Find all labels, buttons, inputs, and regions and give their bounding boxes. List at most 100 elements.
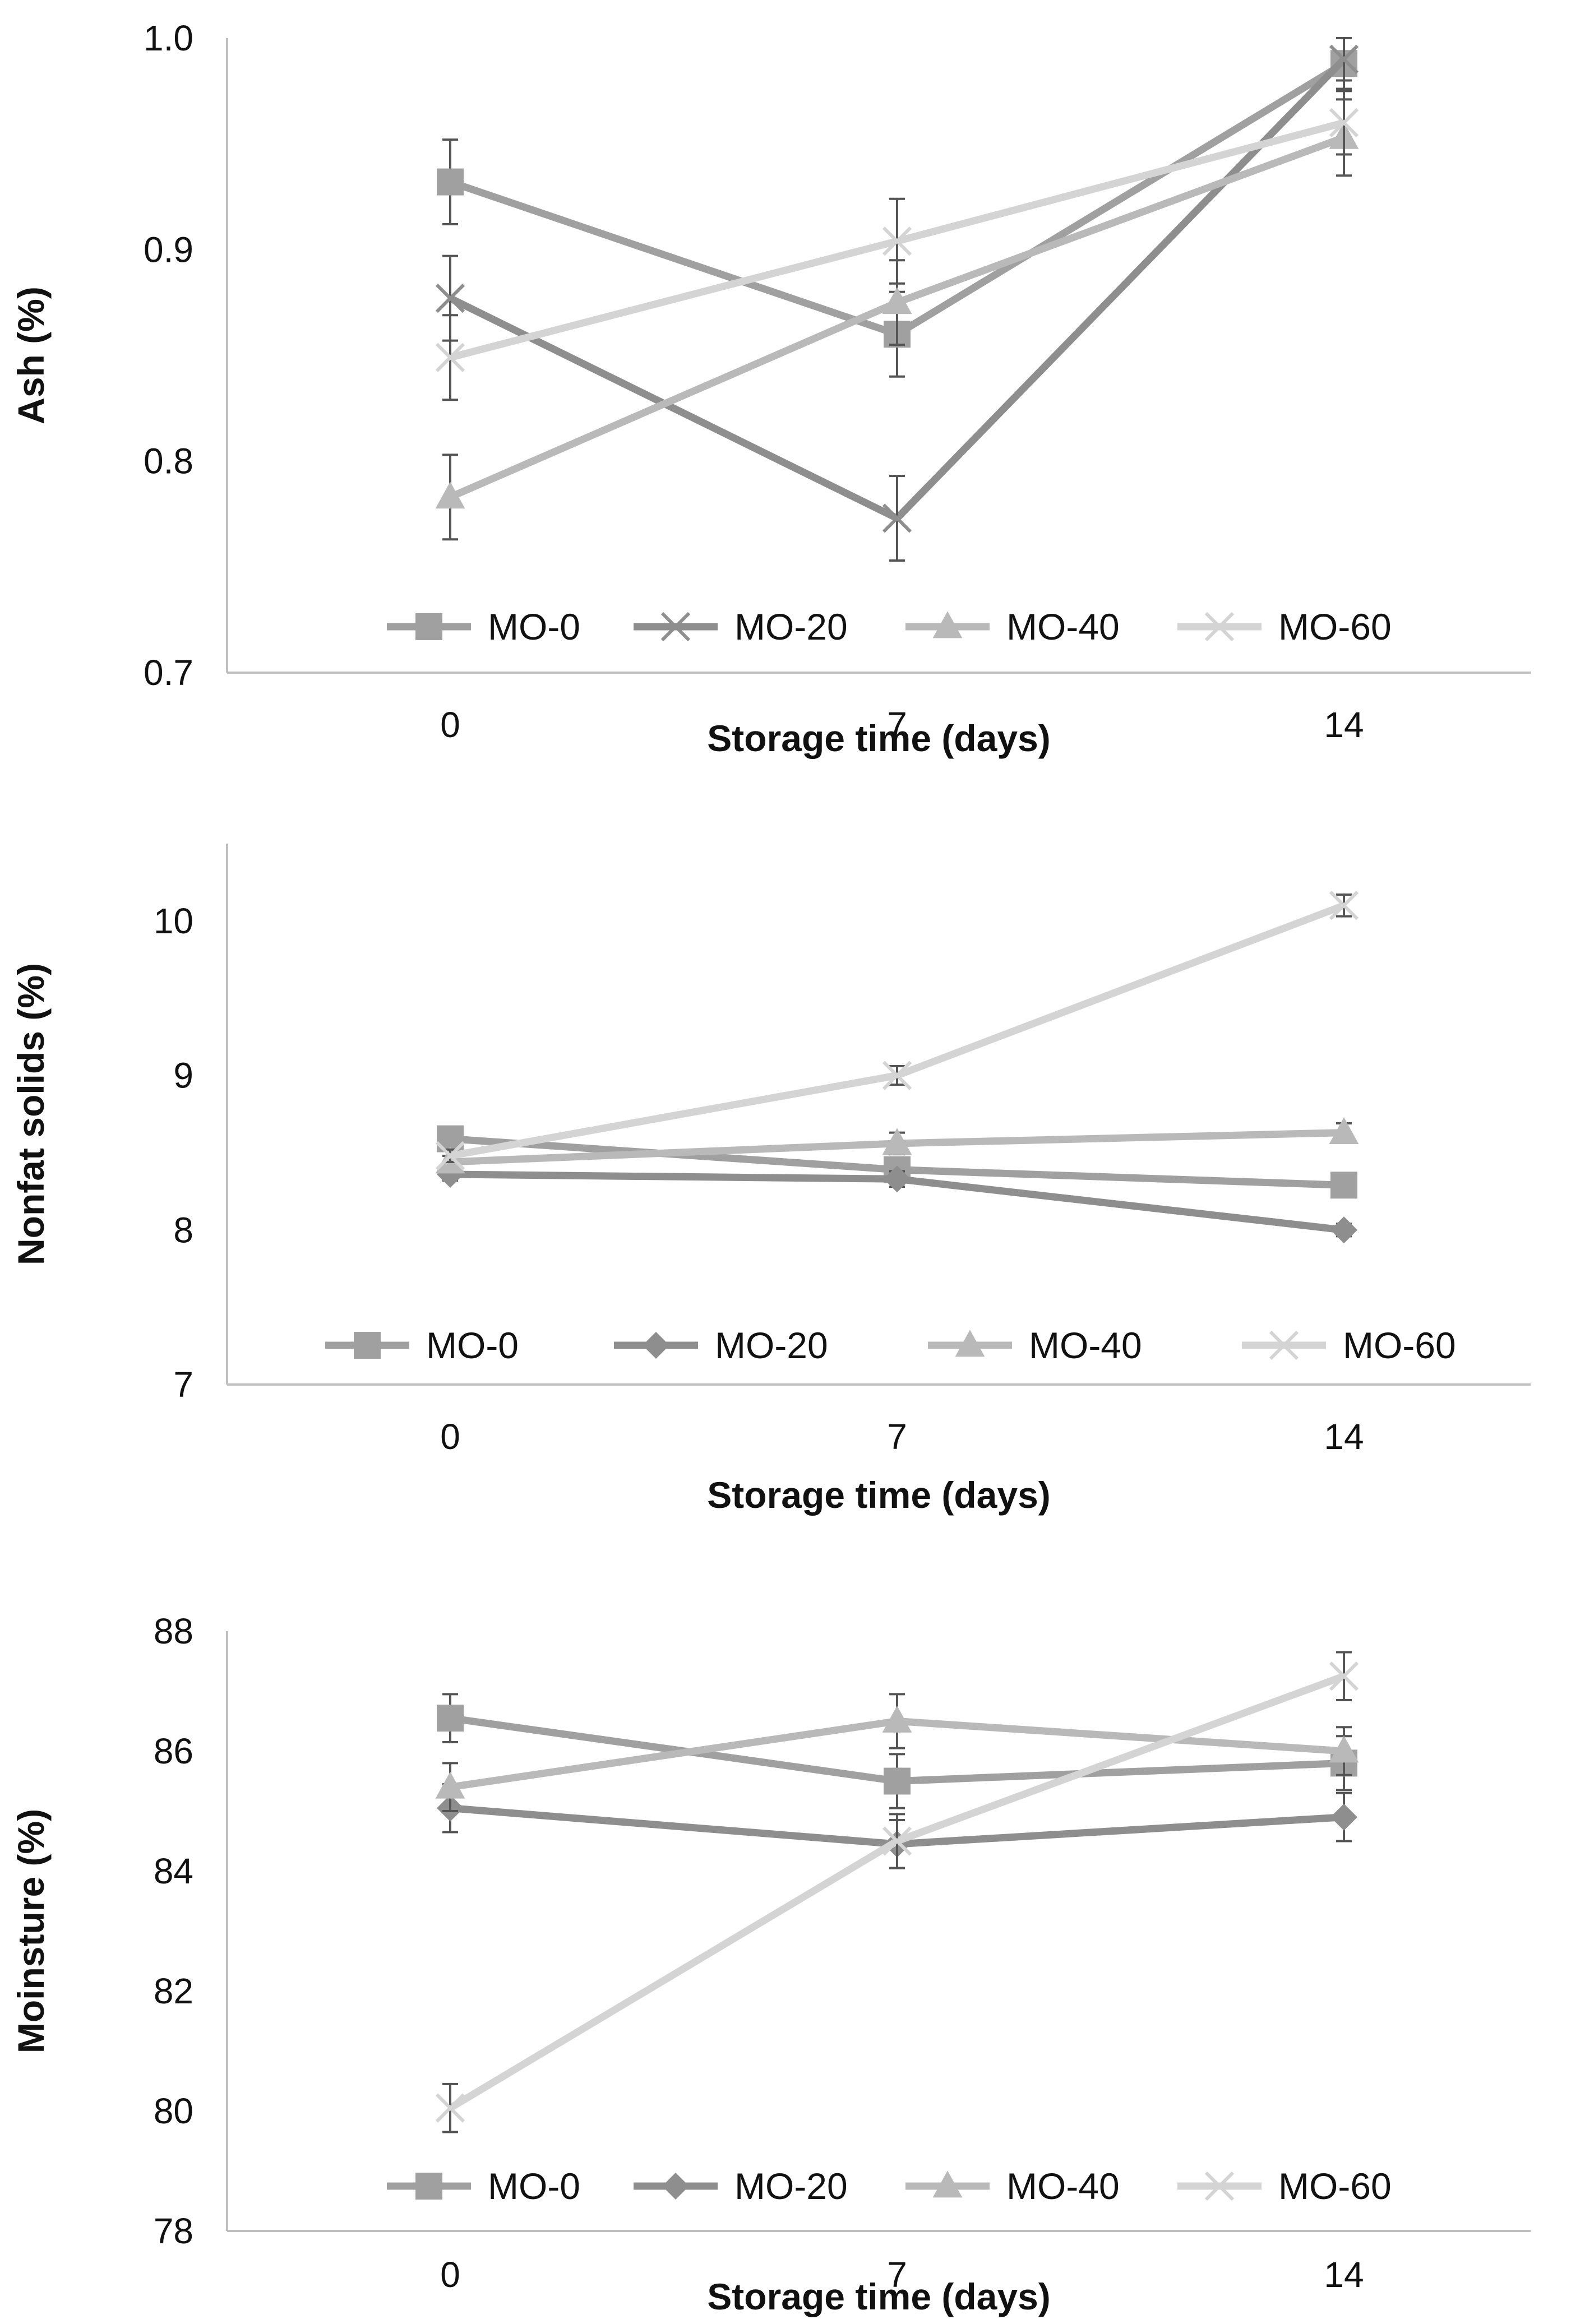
x-tick-label: 7 — [887, 705, 907, 745]
legend-label: MO-0 — [488, 606, 580, 647]
legend-marker — [643, 1332, 669, 1359]
chart-2: 7 8 9 10 0 7 14 Storage time (days) Nonfat solid… — [10, 844, 1531, 1516]
legend-marker — [660, 612, 691, 642]
legend-entry: MO-40 — [905, 2165, 1120, 2207]
legend-marker — [662, 2173, 689, 2200]
y-tick-label: 9 — [173, 1055, 193, 1096]
x-tick-label: 0 — [440, 705, 460, 745]
series-mo-40 — [435, 98, 1359, 541]
data-point — [882, 1128, 912, 1155]
data-point — [1330, 1172, 1357, 1199]
chart-3: 78 80 82 84 86 88 0 7 14 Storage time (days) Moins… — [10, 1611, 1531, 2317]
legend-entry: MO-0 — [325, 1325, 519, 1366]
data-point — [1329, 891, 1359, 920]
legend-marker — [354, 1332, 381, 1359]
data-point — [1329, 44, 1359, 74]
x-tick-label: 14 — [1324, 2254, 1364, 2295]
y-tick-label: 0.9 — [144, 229, 193, 270]
data-point — [884, 1165, 911, 1193]
legend-entry: MO-60 — [1177, 2165, 1392, 2207]
data-point — [435, 283, 465, 313]
data-point — [882, 503, 912, 533]
y-axis-title: Moinsture (%) — [10, 1809, 52, 2053]
data-point — [435, 1771, 465, 1799]
y-tick-label: 0.7 — [144, 652, 193, 693]
data-point — [882, 1061, 912, 1090]
x-axis-title: Storage time (days) — [707, 2276, 1051, 2317]
legend-label: MO-40 — [1006, 606, 1120, 647]
y-tick-label: 82 — [154, 1971, 193, 2011]
x-tick-label: 14 — [1324, 1416, 1364, 1457]
legend-label: MO-60 — [1278, 606, 1392, 647]
x-axis-title: Storage time (days) — [707, 1474, 1051, 1516]
y-tick-label: 88 — [154, 1611, 193, 1651]
legend-entry: MO-20 — [634, 606, 848, 647]
series-mo-20 — [437, 1161, 1357, 1244]
legend-marker — [932, 2170, 963, 2198]
data-point — [1329, 108, 1359, 138]
legend-label: MO-60 — [1278, 2165, 1392, 2207]
legend-marker — [1204, 612, 1235, 642]
legend-marker — [932, 611, 963, 638]
series-line — [449, 902, 1346, 1160]
series-mo-40 — [435, 1117, 1359, 1174]
x-tick-label: 7 — [887, 2254, 907, 2295]
legend-entry: MO-20 — [614, 1325, 828, 1366]
y-tick-label: 0.8 — [144, 441, 193, 482]
y-axis-title: Nonfat solids (%) — [10, 963, 52, 1265]
legend-entry: MO-0 — [387, 606, 580, 647]
data-point — [1329, 1117, 1359, 1144]
y-axis-title: Ash (%) — [10, 286, 52, 424]
y-tick-label: 80 — [154, 2091, 193, 2131]
x-tick-label: 0 — [440, 2254, 460, 2295]
legend-label: MO-20 — [734, 606, 848, 647]
data-point — [437, 168, 464, 196]
y-tick-label: 1.0 — [144, 18, 193, 58]
x-tick-label: 0 — [440, 1416, 460, 1457]
series-mo-60 — [435, 891, 1359, 1171]
series-mo-20 — [435, 37, 1359, 562]
legend-marker — [415, 2173, 442, 2200]
legend-label: MO-20 — [734, 2165, 848, 2207]
series-mo-60 — [435, 90, 1359, 401]
data-point — [435, 342, 465, 372]
y-tick-label: 10 — [154, 901, 193, 941]
series-mo-40 — [435, 1693, 1359, 1812]
y-tick-label: 7 — [173, 1364, 193, 1405]
legend-entry: MO-20 — [634, 2165, 848, 2207]
chart-1: 0.7 0.8 0.9 1.0 0 7 14 Storage time (days) Ash (… — [10, 18, 1531, 759]
legend-label: MO-40 — [1029, 1325, 1142, 1366]
data-point — [882, 1826, 912, 1856]
y-tick-label: 84 — [154, 1851, 193, 1891]
legend-marker — [1204, 2171, 1235, 2201]
data-point — [882, 1705, 912, 1733]
legend-entry: MO-60 — [1177, 606, 1392, 647]
x-axis-title: Storage time (days) — [707, 717, 1051, 759]
y-tick-label: 78 — [154, 2211, 193, 2251]
legend-label: MO-40 — [1006, 2165, 1120, 2207]
data-point — [435, 1141, 465, 1171]
legend-marker — [1269, 1330, 1299, 1360]
legend-label: MO-0 — [488, 2165, 580, 2207]
data-point — [1329, 1735, 1359, 1763]
y-tick-label: 86 — [154, 1731, 193, 1771]
legend-marker — [955, 1330, 985, 1357]
legend-entry: MO-40 — [928, 1325, 1142, 1366]
legend-label: MO-0 — [426, 1325, 519, 1366]
legend-marker — [415, 613, 442, 640]
x-tick-label: 7 — [887, 1416, 907, 1457]
data-point — [1329, 1661, 1359, 1691]
legend-entry: MO-40 — [905, 606, 1120, 647]
legend-label: MO-60 — [1343, 1325, 1456, 1366]
legend-entry: MO-60 — [1242, 1325, 1456, 1366]
data-point — [884, 1767, 911, 1795]
data-point — [435, 482, 465, 509]
y-tick-label: 8 — [173, 1210, 193, 1250]
legend-label: MO-20 — [715, 1325, 828, 1366]
data-point — [1330, 1803, 1357, 1831]
data-point — [882, 226, 912, 256]
data-point — [882, 287, 912, 314]
series-mo-60 — [435, 1651, 1359, 2133]
x-tick-label: 14 — [1324, 705, 1364, 745]
